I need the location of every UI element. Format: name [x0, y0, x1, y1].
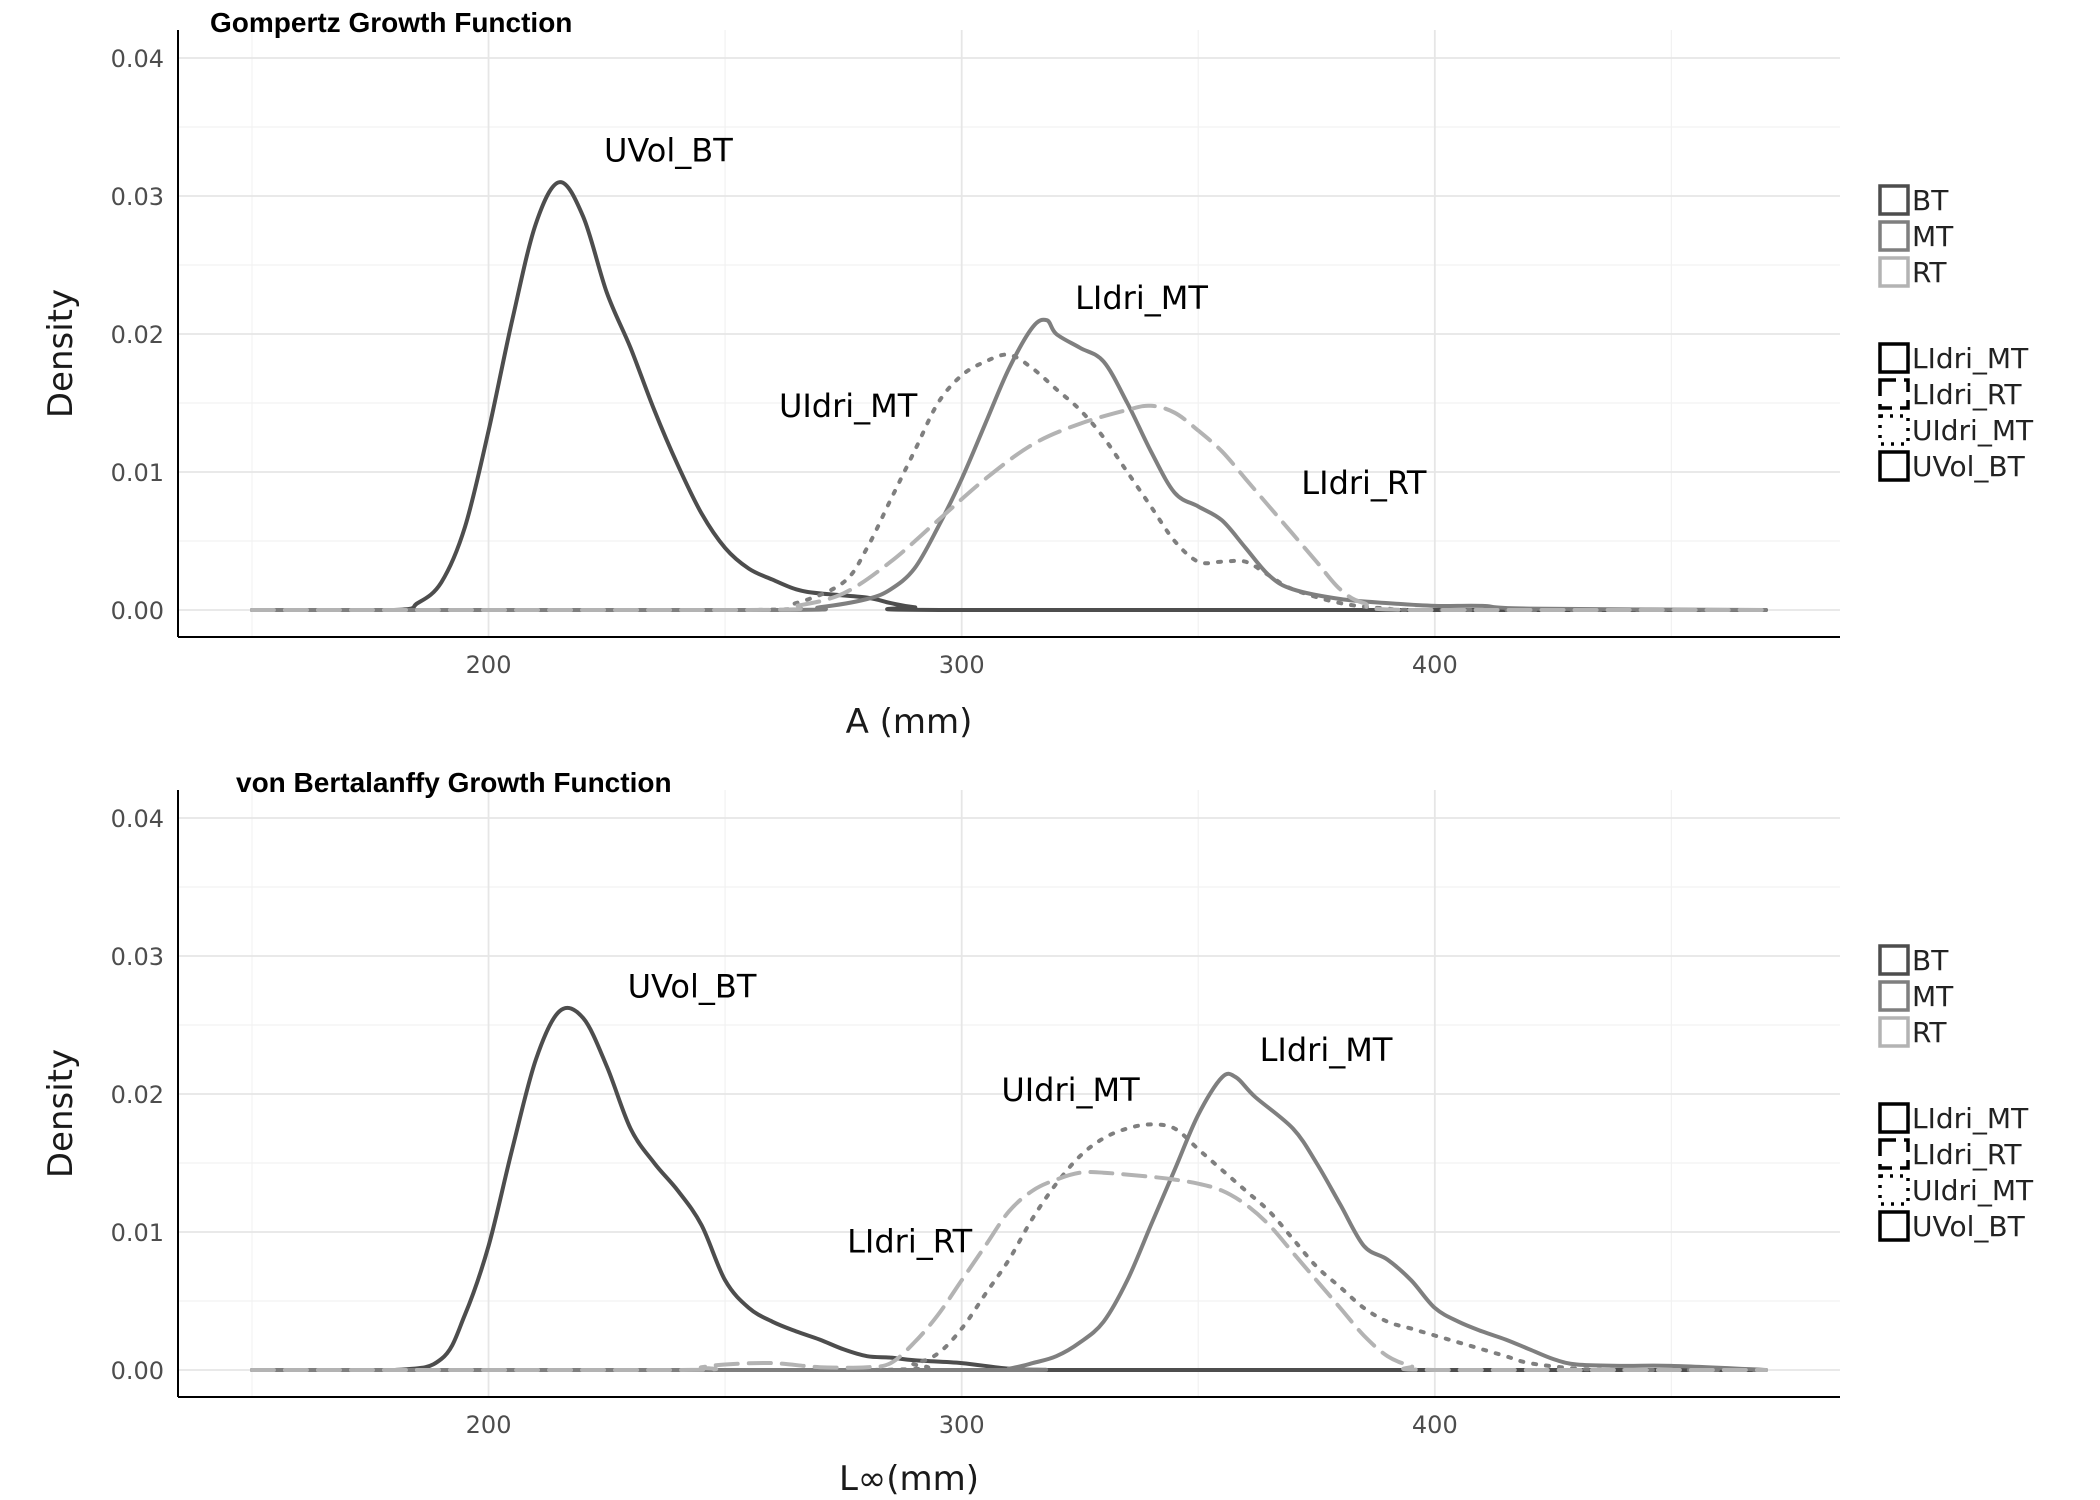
legend-key-rt [1878, 256, 1910, 288]
legend-label: RT [1912, 256, 1947, 289]
y-tick-label: 0.03 [111, 943, 164, 971]
annotation-label: LIdri_RT [847, 1223, 973, 1261]
legend-label: RT [1912, 1016, 1947, 1049]
legend-label: LIdri_MT [1912, 342, 2029, 375]
series-line-uidri-mt [250, 352, 1768, 613]
legend-label: UIdri_MT [1912, 414, 2034, 447]
x-tick-label: 200 [466, 651, 512, 679]
x-tick-label: 200 [466, 1411, 512, 1439]
y-axis-label: Density [41, 289, 81, 418]
legend-key-bt [1878, 184, 1910, 216]
legend-key-uidri-mt [1878, 1174, 1910, 1206]
legend-key-lidri-mt [1878, 342, 1910, 374]
legend-label: MT [1912, 980, 1954, 1013]
y-tick-label: 0.04 [111, 805, 164, 833]
legend-label: UVol_BT [1912, 1210, 2026, 1243]
x-axis-label: A (mm) [846, 702, 973, 742]
annotation-label: UVol_BT [604, 132, 733, 170]
legend-label: UIdri_MT [1912, 1174, 2034, 1207]
legend-key-uidri-mt [1878, 414, 1910, 446]
y-tick-label: 0.01 [111, 459, 164, 487]
series-line-lidri-mt [250, 317, 1768, 613]
series-line-lidri-rt [250, 403, 1768, 613]
legend-label: BT [1912, 184, 1949, 217]
x-tick-label: 300 [939, 651, 985, 679]
legend-label: MT [1912, 220, 1954, 253]
legend-key-lidri-mt [1878, 1102, 1910, 1134]
x-tick-label: 400 [1412, 1411, 1458, 1439]
series-line-uvol-bt [250, 1005, 1768, 1373]
legend-label: LIdri_MT [1912, 1102, 2029, 1135]
y-tick-label: 0.04 [111, 45, 164, 73]
legend-key-mt [1878, 220, 1910, 252]
chart-panel-1: 0.00 0.01 0.02 0.03 0.04 200 300 400 Gompertz Gr… [41, 7, 2034, 742]
y-tick-label: 0.01 [111, 1219, 164, 1247]
legend-label: BT [1912, 944, 1949, 977]
legend-key-rt [1878, 1016, 1910, 1048]
annotation-label: UIdri_MT [1001, 1071, 1140, 1109]
legend-label: LIdri_RT [1912, 1138, 2022, 1171]
series-line-lidri-mt [250, 1071, 1768, 1373]
legend-key-lidri-rt [1878, 1138, 1910, 1170]
annotation-label: UVol_BT [628, 967, 757, 1005]
chart-title: von Bertalanffy Growth Function [236, 767, 672, 798]
series-line-uidri-mt [250, 1122, 1768, 1373]
y-tick-label: 0.02 [111, 321, 164, 349]
x-tick-label: 400 [1412, 651, 1458, 679]
legend-label: UVol_BT [1912, 450, 2026, 483]
legend-key-lidri-rt [1878, 378, 1910, 410]
legend-key-bt [1878, 944, 1910, 976]
legend-label: LIdri_RT [1912, 378, 2022, 411]
y-tick-label: 0.03 [111, 183, 164, 211]
y-tick-label: 0.02 [111, 1081, 164, 1109]
annotation-label: LIdri_MT [1075, 279, 1208, 317]
series-line-lidri-rt [250, 1169, 1768, 1373]
annotation-label: LIdri_RT [1301, 464, 1427, 502]
annotation-label: LIdri_MT [1260, 1031, 1393, 1069]
y-tick-label: 0.00 [111, 597, 164, 625]
chart-panel-2: 0.00 0.01 0.02 0.03 0.04 200 300 400 von Bertala… [41, 767, 2034, 1499]
chart-title: Gompertz Growth Function [210, 7, 572, 38]
x-tick-label: 300 [939, 1411, 985, 1439]
legend-key-uvol-bt [1878, 1210, 1910, 1242]
legend-key-mt [1878, 980, 1910, 1012]
y-tick-label: 0.00 [111, 1357, 164, 1385]
legend-key-uvol-bt [1878, 450, 1910, 482]
annotation-label: UIdri_MT [779, 387, 918, 425]
series-line-uvol-bt [250, 180, 1768, 613]
x-axis-label: L∞(mm) [839, 1459, 979, 1499]
y-axis-label: Density [41, 1049, 81, 1178]
